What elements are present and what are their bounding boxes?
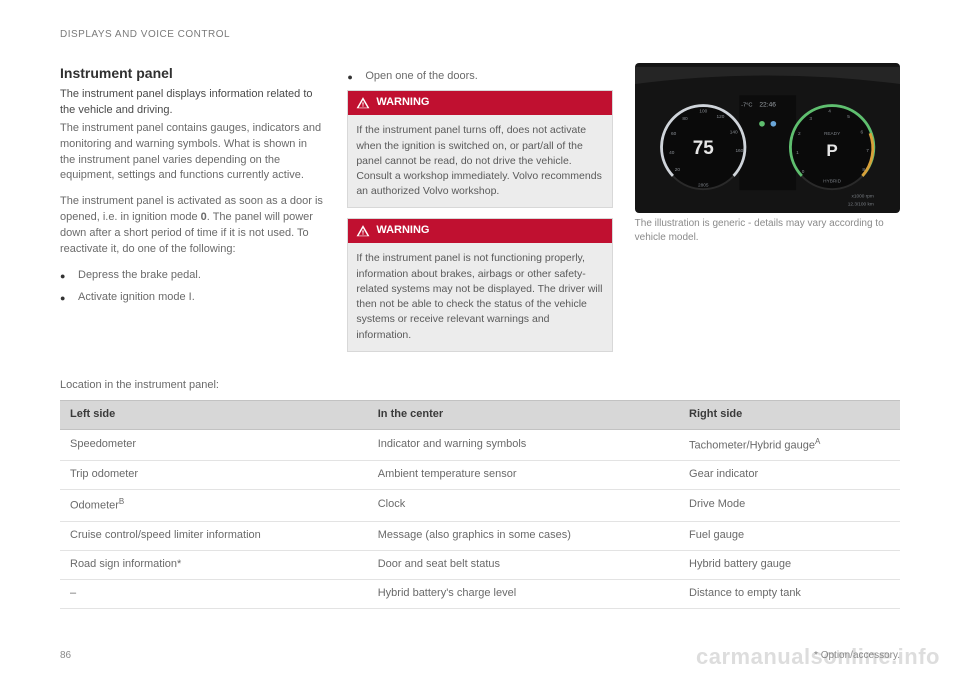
figure-caption: The illustration is generic - details ma… [635, 217, 900, 246]
list-item: Open one of the doors. [347, 69, 612, 85]
table-body: SpeedometerIndicator and warning symbols… [60, 429, 900, 608]
intro-text: The instrument panel displays informatio… [60, 87, 325, 119]
table-cell: Trip odometer [60, 461, 368, 490]
svg-text:140: 140 [729, 129, 737, 135]
center-column: Open one of the doors. WARNING If the in… [347, 63, 612, 362]
dashboard-illustration: 22:46 -7°C 75 204060 80100120 140160 280… [635, 63, 900, 213]
table-cell: Clock [368, 490, 679, 522]
watermark: carmanualsonline.info [696, 641, 940, 673]
table-row: Cruise control/speed limiter information… [60, 521, 900, 550]
table-cell: OdometerB [60, 490, 368, 522]
table-cell: Hybrid battery's charge level [368, 579, 679, 608]
table-cell: Speedometer [60, 429, 368, 461]
svg-text:160: 160 [735, 148, 743, 154]
col-center: In the center [368, 400, 679, 429]
col-left: Left side [60, 400, 368, 429]
table-row: –Hybrid battery's charge levelDistance t… [60, 579, 900, 608]
svg-text:4: 4 [828, 108, 831, 114]
ready-label: READY [824, 131, 841, 137]
table-cell: Cruise control/speed limiter information [60, 521, 368, 550]
gear-value: P [826, 141, 837, 160]
warning-label: WARNING [376, 95, 429, 111]
table-row: Trip odometerAmbient temperature sensorG… [60, 461, 900, 490]
paragraph-2: The instrument panel is activated as soo… [60, 194, 325, 258]
table-cell: Road sign information* [60, 550, 368, 579]
trip-label: 12.3/100 km [847, 201, 873, 207]
hybrid-label: HYBRID [823, 178, 841, 184]
table-cell: Message (also graphics in some cases) [368, 521, 679, 550]
svg-text:3: 3 [809, 115, 812, 121]
table-cell: Hybrid battery gauge [679, 550, 900, 579]
warning-box-1: WARNING If the instrument panel turns of… [347, 90, 612, 208]
article-title: Instrument panel [60, 63, 325, 83]
table-row: SpeedometerIndicator and warning symbols… [60, 429, 900, 461]
warning-body: If the instrument panel is not functioni… [348, 243, 611, 350]
three-column-layout: Instrument panel The instrument panel di… [60, 63, 900, 362]
center-bullet-list: Open one of the doors. [347, 69, 612, 85]
paragraph-1: The instrument panel contains gauges, in… [60, 121, 325, 185]
list-item: Depress the brake pedal. [60, 268, 325, 284]
gauge-time: 22:46 [759, 101, 776, 108]
table-cell: Fuel gauge [679, 521, 900, 550]
table-cell: Ambient temperature sensor [368, 461, 679, 490]
instrument-figure: 22:46 -7°C 75 204060 80100120 140160 280… [635, 63, 900, 246]
col-right: Right side [679, 400, 900, 429]
svg-text:5: 5 [847, 114, 850, 120]
odo-value: 2805 [698, 182, 709, 188]
svg-text:80: 80 [682, 115, 688, 121]
left-bullet-list: Depress the brake pedal. Activate igniti… [60, 268, 325, 306]
svg-text:120: 120 [716, 114, 724, 120]
page-number: 86 [60, 649, 71, 664]
warning-body: If the instrument panel turns off, does … [348, 115, 611, 207]
table-row: OdometerBClockDrive Mode [60, 490, 900, 522]
svg-text:7: 7 [866, 148, 869, 154]
warning-icon [356, 224, 370, 238]
warning-icon [356, 96, 370, 110]
table-caption: Location in the instrument panel: [60, 378, 900, 394]
table-cell: Door and seat belt status [368, 550, 679, 579]
right-column: 22:46 -7°C 75 204060 80100120 140160 280… [635, 63, 900, 362]
svg-text:2: 2 [798, 131, 801, 137]
warning-header: WARNING [348, 91, 611, 115]
table-cell: – [60, 579, 368, 608]
table-cell: Distance to empty tank [679, 579, 900, 608]
table-cell: Drive Mode [679, 490, 900, 522]
svg-text:6: 6 [860, 129, 863, 135]
svg-text:8: 8 [862, 167, 865, 173]
svg-text:20: 20 [674, 167, 680, 173]
svg-text:1: 1 [796, 150, 799, 156]
warning-box-2: WARNING If the instrument panel is not f… [347, 218, 612, 351]
section-header: DISPLAYS AND VOICE CONTROL [60, 28, 900, 43]
svg-text:0: 0 [801, 169, 804, 175]
warning-header: WARNING [348, 219, 611, 243]
table-cell: Gear indicator [679, 461, 900, 490]
svg-text:60: 60 [671, 131, 677, 137]
warning-label: WARNING [376, 223, 429, 239]
table-cell: Indicator and warning symbols [368, 429, 679, 461]
svg-text:100: 100 [699, 108, 707, 114]
speed-value: 75 [692, 138, 713, 159]
left-column: Instrument panel The instrument panel di… [60, 63, 325, 362]
gauge-temp: -7°C [741, 102, 752, 108]
table-row: Road sign information*Door and seat belt… [60, 550, 900, 579]
svg-text:40: 40 [669, 150, 675, 156]
rpm-label: x1000 rpm [851, 193, 873, 199]
location-table: Left side In the center Right side Speed… [60, 400, 900, 609]
list-item: Activate ignition mode I. [60, 290, 325, 306]
table-cell: Tachometer/Hybrid gaugeA [679, 429, 900, 461]
